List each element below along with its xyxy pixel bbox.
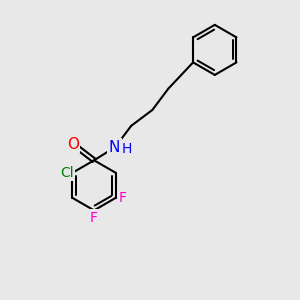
Text: F: F — [118, 191, 126, 205]
Text: H: H — [121, 142, 132, 156]
Text: Cl: Cl — [60, 166, 74, 180]
Text: O: O — [67, 136, 79, 152]
Text: N: N — [109, 140, 120, 154]
Text: F: F — [90, 211, 98, 225]
